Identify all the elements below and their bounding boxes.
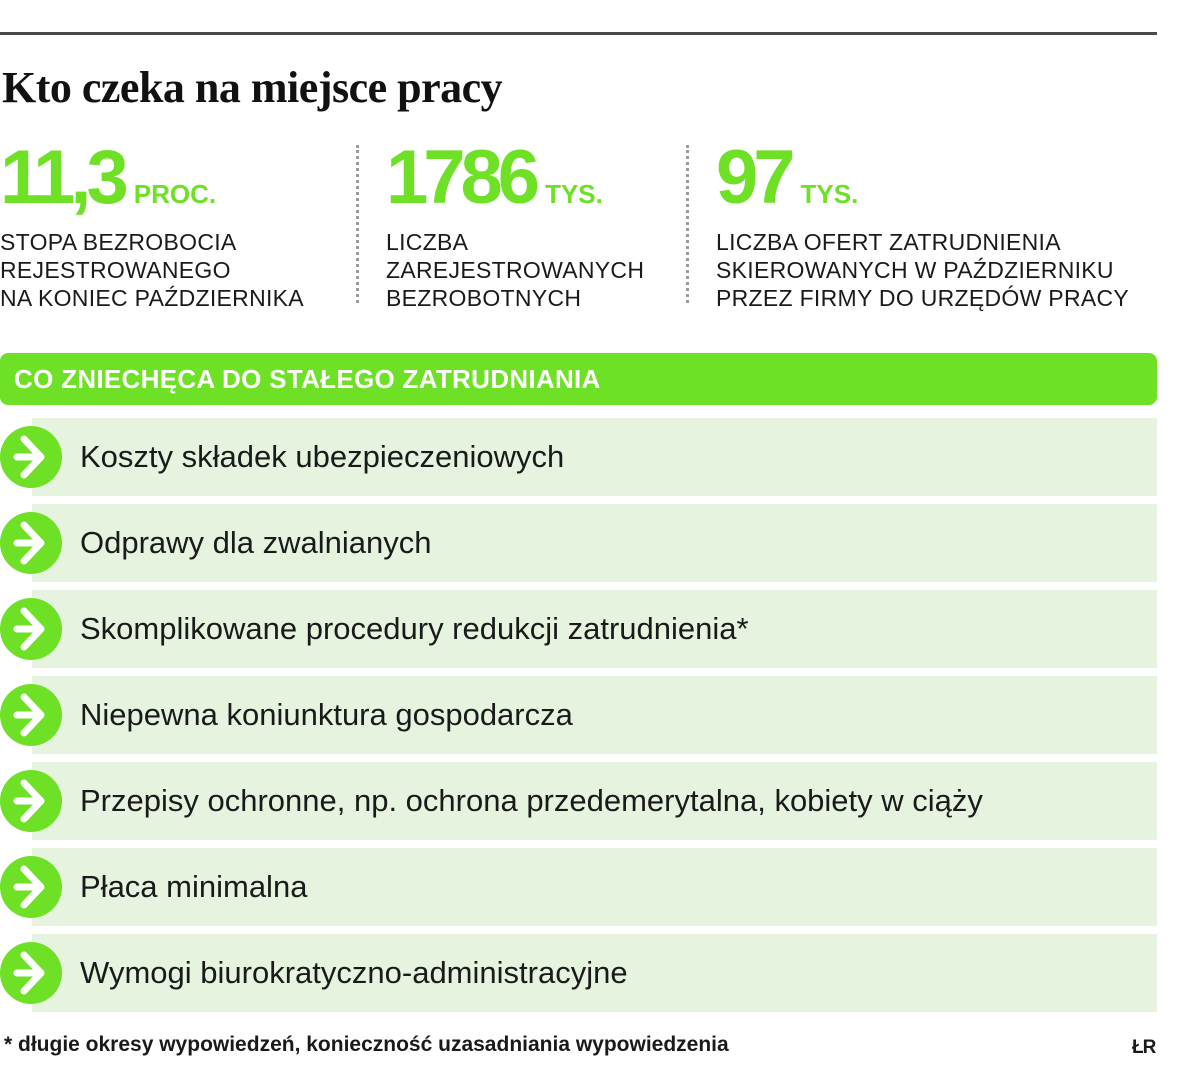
arrow-right-circle-icon bbox=[0, 770, 62, 832]
arrow-right-circle-icon bbox=[0, 684, 62, 746]
list-item-label: Koszty składek ubezpieczeniowych bbox=[80, 439, 565, 474]
list-item-label: Skomplikowane procedury redukcji zatrudn… bbox=[80, 611, 749, 646]
stat-value: 97 bbox=[716, 135, 796, 220]
stat-divider bbox=[356, 145, 359, 303]
stat-job-offers: 97 TYS. LICZBA OFERT ZATRUDNIENIA SKIEROW… bbox=[716, 140, 1129, 312]
stat-value: 11,3 bbox=[0, 135, 129, 220]
source-logo: ŁR bbox=[1132, 1037, 1156, 1058]
deterrents-list: Koszty składek ubezpieczeniowych Odprawy… bbox=[0, 418, 1157, 1020]
arrow-right-circle-icon bbox=[0, 512, 62, 574]
arrow-right-circle-icon bbox=[0, 598, 62, 660]
stat-divider bbox=[686, 145, 689, 303]
list-item-label: Przepisy ochronne, np. ochrona przedemer… bbox=[80, 783, 983, 818]
list-item-label: Odprawy dla zwalnianych bbox=[80, 525, 432, 560]
stat-value: 1786 bbox=[386, 135, 540, 220]
section-header: CO ZNIECHĘCA DO STAŁEGO ZATRUDNIANIA bbox=[0, 353, 1157, 405]
list-item: Odprawy dla zwalnianych bbox=[0, 504, 1157, 582]
arrow-right-circle-icon bbox=[0, 942, 62, 1004]
list-item-label: Wymogi biurokratyczno-administracyjne bbox=[80, 955, 628, 990]
list-item: Płaca minimalna bbox=[0, 848, 1157, 926]
stat-description: STOPA BEZROBOCIA REJESTROWANEGO NA KONIE… bbox=[0, 229, 304, 311]
stat-registered-unemployed: 1786 TYS. LICZBA ZAREJESTROWANYCH BEZROBO… bbox=[386, 140, 644, 312]
list-item-label: Płaca minimalna bbox=[80, 869, 308, 904]
stat-unemployment-rate: 11,3 PROC. STOPA BEZROBOCIA REJESTROWANEG… bbox=[0, 140, 304, 312]
stat-description: LICZBA ZAREJESTROWANYCH BEZROBOTNYCH bbox=[386, 229, 645, 311]
top-rule bbox=[0, 32, 1157, 35]
stat-unit: PROC. bbox=[133, 179, 217, 209]
arrow-right-circle-icon bbox=[0, 426, 62, 488]
section-header-label: CO ZNIECHĘCA DO STAŁEGO ZATRUDNIANIA bbox=[14, 364, 601, 394]
stat-unit: TYS. bbox=[545, 179, 603, 209]
list-item: Koszty składek ubezpieczeniowych bbox=[0, 418, 1157, 496]
stat-description: LICZBA OFERT ZATRUDNIENIA SKIEROWANYCH W… bbox=[716, 229, 1130, 311]
list-item: Niepewna koniunktura gospodarcza bbox=[0, 676, 1157, 754]
infographic-title: Kto czeka na miejsce pracy bbox=[2, 63, 503, 112]
list-item: Skomplikowane procedury redukcji zatrudn… bbox=[0, 590, 1157, 668]
arrow-right-circle-icon bbox=[0, 856, 62, 918]
list-item-label: Niepewna koniunktura gospodarcza bbox=[80, 697, 573, 732]
list-item: Wymogi biurokratyczno-administracyjne bbox=[0, 934, 1157, 1012]
stat-unit: TYS. bbox=[800, 179, 859, 209]
list-item: Przepisy ochronne, np. ochrona przedemer… bbox=[0, 762, 1157, 840]
footnote: * długie okresy wypowiedzeń, konieczność… bbox=[4, 1033, 729, 1056]
